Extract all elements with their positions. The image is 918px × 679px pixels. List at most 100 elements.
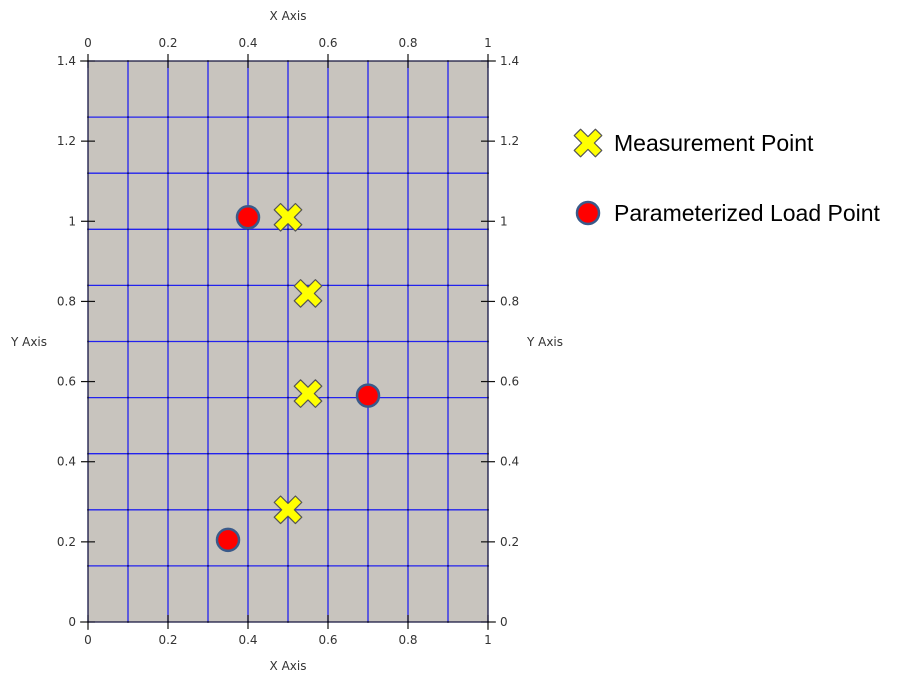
- mesh-node: [167, 172, 169, 174]
- y-tick-label-right: 0.6: [500, 375, 519, 389]
- mesh-node: [367, 172, 369, 174]
- mesh-node: [247, 172, 249, 174]
- mesh-node: [207, 452, 209, 455]
- mesh-node: [447, 509, 449, 511]
- mesh-node: [167, 509, 169, 511]
- mesh-node: [367, 284, 369, 287]
- mesh-node: [207, 228, 209, 231]
- mesh-node: [127, 284, 129, 287]
- mesh-node: [407, 340, 409, 343]
- legend-label: Parameterized Load Point: [614, 199, 880, 226]
- mesh-node: [287, 340, 289, 343]
- mesh-node: [447, 396, 449, 399]
- mesh-node: [447, 228, 449, 231]
- y-axis-title-right: Y Axis: [526, 335, 563, 349]
- y-tick-label-left: 0.8: [57, 294, 76, 308]
- mesh-node: [447, 116, 449, 118]
- mesh-node: [167, 116, 169, 118]
- mesh-node: [327, 509, 329, 511]
- mesh-node: [247, 565, 249, 567]
- mesh-node: [367, 452, 369, 455]
- mesh-node: [367, 116, 369, 118]
- x-tick-label-top: 0.2: [158, 36, 177, 50]
- y-tick-label-left: 1.2: [57, 134, 76, 148]
- mesh-node: [407, 172, 409, 174]
- y-tick-label-right: 0.2: [500, 535, 519, 549]
- y-tick-label-left: 0.4: [57, 455, 76, 469]
- mesh-node: [407, 116, 409, 118]
- mesh-node: [287, 565, 289, 567]
- x-tick-label-bottom: 0.8: [398, 633, 417, 647]
- x-tick-label-top: 0.8: [398, 36, 417, 50]
- mesh-node: [447, 452, 449, 455]
- x-tick-label-top: 1: [484, 36, 492, 50]
- x-tick-label-bottom: 0.4: [238, 633, 257, 647]
- mesh-node: [207, 396, 209, 399]
- y-tick-label-right: 0: [500, 615, 508, 629]
- mesh-node: [247, 509, 249, 511]
- mesh-node: [327, 565, 329, 567]
- x-tick-label-bottom: 0.2: [158, 633, 177, 647]
- mesh-node: [127, 116, 129, 118]
- mesh-node: [207, 340, 209, 343]
- mesh-node: [207, 284, 209, 287]
- mesh-node: [407, 284, 409, 287]
- x-tick-label-top: 0.6: [318, 36, 337, 50]
- x-tick-label-bottom: 1: [484, 633, 492, 647]
- mesh-node: [247, 396, 249, 399]
- mesh-node: [127, 228, 129, 231]
- mesh-node: [247, 116, 249, 118]
- measurement-point-marker: [293, 379, 323, 408]
- mesh-node: [327, 116, 329, 118]
- y-tick-label-left: 0: [68, 615, 76, 629]
- mesh-node: [207, 509, 209, 511]
- mesh-node: [127, 565, 129, 567]
- mesh-node: [127, 172, 129, 174]
- mesh-node: [127, 340, 129, 343]
- mesh-node: [367, 565, 369, 567]
- mesh-node: [367, 228, 369, 231]
- mesh-node: [247, 452, 249, 455]
- mesh-node: [447, 340, 449, 343]
- load-point-marker: [355, 383, 381, 408]
- y-tick-label-left: 0.2: [57, 535, 76, 549]
- legend: Measurement Point Parameterized Load Poi…: [572, 126, 880, 266]
- mesh-node: [127, 452, 129, 455]
- x-tick-label-bottom: 0.6: [318, 633, 337, 647]
- mesh-node: [207, 172, 209, 174]
- measurement-point-marker: [273, 495, 303, 525]
- mesh-node: [367, 340, 369, 343]
- y-tick-label-right: 1.4: [500, 54, 519, 68]
- mesh-node: [127, 396, 129, 399]
- mesh-node: [167, 565, 169, 567]
- circle-marker-icon: [572, 197, 604, 229]
- mesh-node: [167, 340, 169, 343]
- legend-item-load-point: Parameterized Load Point: [572, 196, 880, 230]
- mesh-node: [287, 228, 289, 231]
- mesh-node: [247, 284, 249, 287]
- x-tick-label-bottom: 0: [84, 633, 92, 647]
- mesh-node: [287, 172, 289, 174]
- load-point-marker: [235, 205, 261, 230]
- mesh-node: [167, 452, 169, 455]
- x-tick-label-top: 0: [84, 36, 92, 50]
- legend-item-measurement-point: Measurement Point: [572, 126, 880, 160]
- load-point-marker: [215, 527, 241, 553]
- measurement-point-marker: [273, 202, 303, 232]
- mesh-node: [327, 452, 329, 455]
- y-axis-title-left: Y Axis: [10, 335, 47, 349]
- data-points: [215, 202, 381, 553]
- x-cross-marker-icon: [572, 127, 604, 159]
- mesh-node: [167, 228, 169, 231]
- measurement-point-marker: [293, 279, 323, 308]
- mesh-node: [127, 509, 129, 511]
- x-tick-label-top: 0.4: [238, 36, 257, 50]
- mesh-node: [407, 565, 409, 567]
- mesh-node: [367, 509, 369, 511]
- mesh-node: [447, 284, 449, 287]
- mesh-node: [287, 116, 289, 118]
- mesh-node: [167, 396, 169, 399]
- mesh-node: [407, 396, 409, 399]
